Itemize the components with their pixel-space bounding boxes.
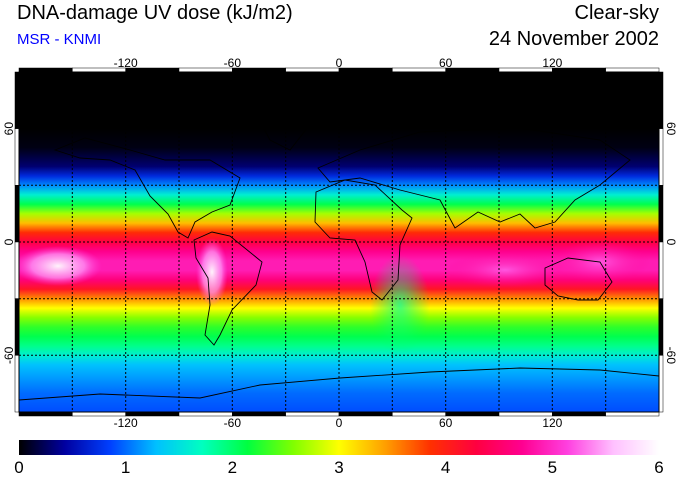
lon-ticks-top: -120 -60 0 60 120: [114, 56, 563, 70]
lon-tick-label: 120: [542, 416, 562, 430]
frame-segment: [658, 128, 664, 186]
coastline-africa: [314, 179, 413, 301]
coastline-eurasia: [317, 127, 631, 229]
map-title: DNA-damage UV dose (kJ/m2): [17, 2, 293, 24]
frame-segment: [658, 185, 664, 243]
frame-segment: [338, 411, 393, 417]
frame-segment: [14, 241, 20, 299]
lat-tick-label: 60: [2, 122, 16, 136]
lat-tick-label: -60: [664, 347, 678, 365]
colorbar: [19, 440, 659, 455]
map-border: [18, 71, 660, 413]
colorbar-tick-label: 3: [334, 458, 344, 477]
frame-segment: [658, 71, 664, 129]
frame-segment: [658, 298, 664, 356]
indian-ocean-max: [445, 252, 565, 288]
south-atlantic-cloud-band: [370, 255, 430, 355]
colorbar-tick-label: 1: [120, 458, 131, 477]
frame-segment: [285, 67, 340, 73]
frame-segment: [605, 411, 660, 417]
lat-tick-label: 60: [664, 122, 678, 136]
lon-tick-label: 60: [439, 416, 453, 430]
lat-ticks-left: 60 0 -60: [2, 122, 16, 364]
coastline-antarctica: [19, 367, 659, 401]
frame-segment: [285, 411, 340, 417]
lat-tick-label: 0: [664, 239, 678, 246]
lon-tick-label: 0: [336, 56, 343, 70]
frame-segment: [658, 241, 664, 299]
frame-segment: [658, 355, 664, 413]
lon-ticks-bottom: -120 -60 0 60 120: [114, 416, 563, 430]
map-frame: [14, 67, 664, 417]
colorbar-tick-label: 4: [440, 458, 451, 477]
frame-segment: [338, 67, 393, 73]
frame-segment: [18, 67, 73, 73]
coastlines: [19, 103, 659, 401]
coastline-greenland: [254, 103, 313, 151]
lon-tick-label: -120: [114, 56, 138, 70]
frame-segment: [18, 411, 73, 417]
frame-segment: [445, 67, 500, 73]
lat-tick-label: -60: [2, 346, 16, 364]
lon-tick-label: -60: [224, 56, 242, 70]
graticule: [19, 72, 659, 412]
andes-max: [196, 238, 228, 306]
frame-segment: [14, 71, 20, 129]
frame-segment: [14, 185, 20, 243]
pacific-max: [19, 246, 102, 286]
lat-tick-label: 0: [2, 238, 16, 245]
coastline-south-america: [193, 231, 263, 346]
frame-segment: [392, 411, 446, 417]
lon-tick-label: -120: [114, 416, 138, 430]
lon-tick-label: 0: [336, 416, 343, 430]
sky-condition: Clear-sky: [574, 2, 659, 24]
colorbar-tick-label: 0: [14, 458, 24, 477]
lon-tick-label: 60: [439, 56, 453, 70]
colorbar-tick-label: 2: [227, 458, 238, 477]
colorbar-tick-label: 6: [654, 458, 664, 477]
frame-segment: [605, 67, 660, 73]
colorbar-tick-label: 5: [547, 458, 558, 477]
lon-tick-label: -60: [224, 416, 242, 430]
source-label: MSR - KNMI: [17, 31, 102, 48]
frame-segment: [445, 411, 500, 417]
coastline-north-america: [53, 137, 241, 239]
lon-tick-label: 120: [542, 56, 562, 70]
frame-segment: [14, 128, 20, 186]
frame-segment: [392, 67, 446, 73]
coastline-australia: [544, 257, 613, 301]
lat-ticks-right: 60 0 -60: [664, 122, 678, 364]
date-label: 24 November 2002: [488, 28, 659, 50]
